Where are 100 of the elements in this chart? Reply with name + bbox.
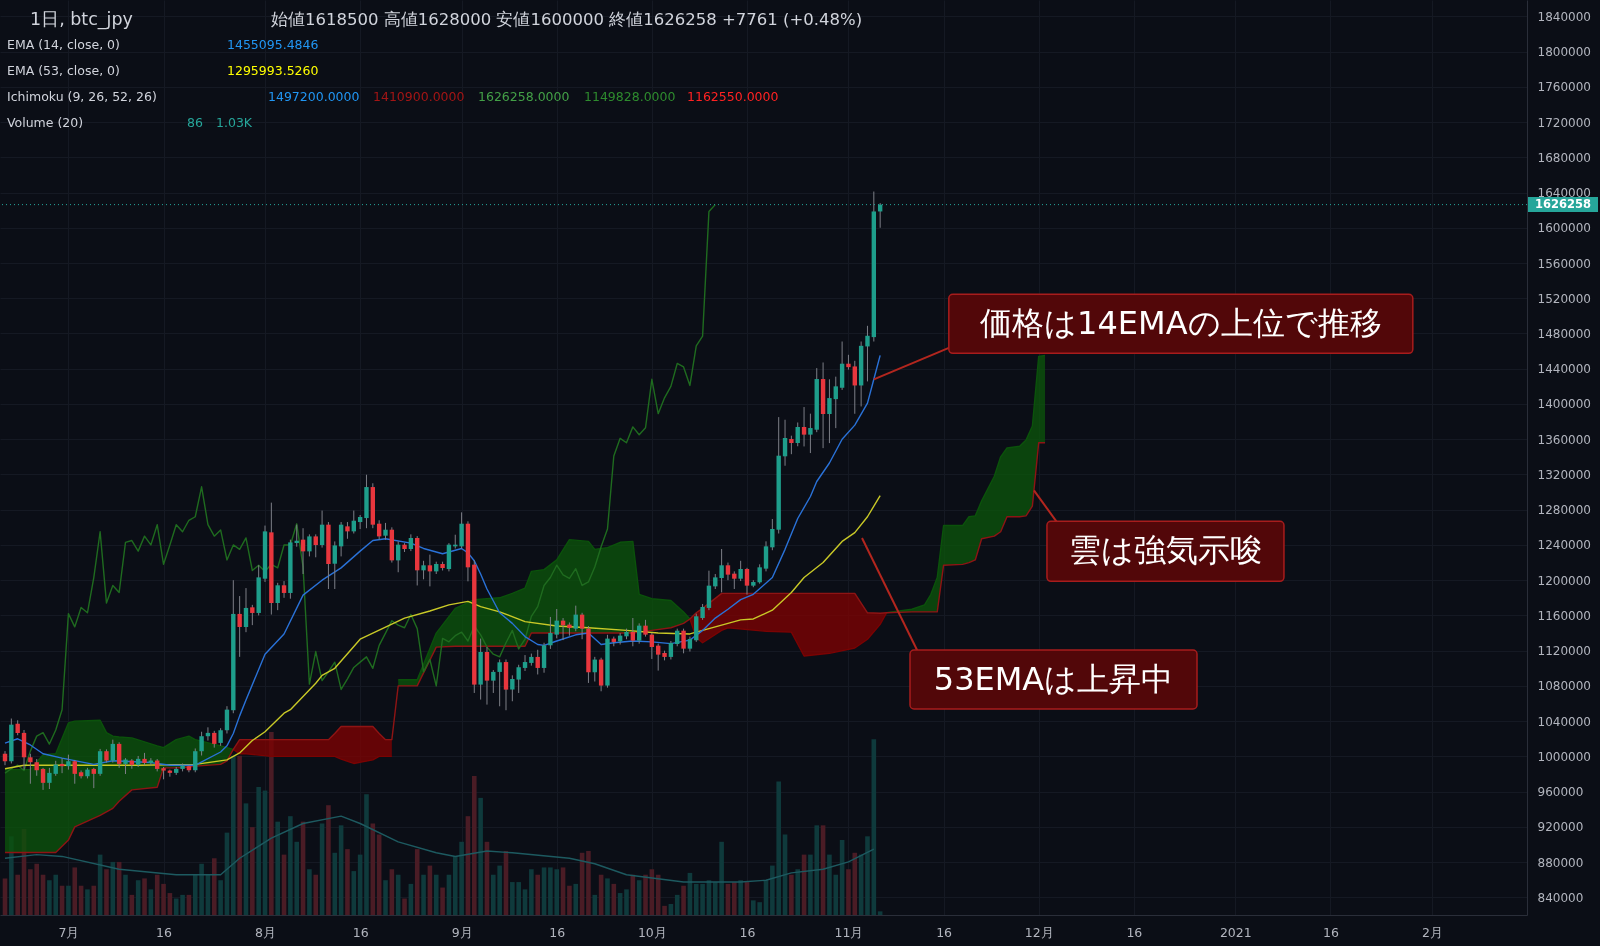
bar [218,880,223,915]
y-tick-label: 1240000 [1537,538,1591,553]
bar [592,894,598,915]
candlestick [522,654,528,672]
candlestick [789,435,794,455]
bar [624,889,629,915]
x-tick-label: 12月 [1024,924,1054,940]
x-tick-label: 2月 [1421,924,1443,940]
x-tick-label: 10月 [637,924,667,940]
annotation: 86 [187,115,203,130]
bar [877,911,883,915]
annotation: 雲は強気示唆 [1068,531,1262,570]
y-tick-label: 1840000 [1537,9,1591,24]
bar [573,883,579,915]
annotation: EMA (14, close, 0) [7,37,120,52]
candlestick [91,767,96,789]
candlestick [801,406,807,447]
candlestick [865,325,870,382]
x-tick-label: 7月 [58,924,80,940]
bar [732,882,737,915]
candlestick [237,595,242,658]
candlestick [459,511,464,549]
y-tick-label: 1560000 [1537,256,1591,271]
bar [345,849,350,915]
candlestick [199,731,204,757]
y-tick-label: 1720000 [1537,115,1591,130]
candlestick [47,767,52,790]
candlestick [313,533,318,558]
y-tick-label: 1440000 [1537,362,1591,377]
bar [535,874,541,915]
bar [91,885,97,915]
x-tick-label: 16 [1322,924,1339,940]
bar [15,874,20,915]
candlestick [281,580,287,599]
candlestick [554,608,559,639]
annotation: 1626258.0000 [478,89,570,104]
candlestick [763,540,769,572]
y-tick-label: 1080000 [1537,679,1591,694]
candlestick [110,739,116,764]
annotation: 1410900.0000 [373,89,465,104]
bar [211,858,217,915]
candlestick [275,582,280,611]
bar [85,889,90,915]
y-tick-label: 1680000 [1537,150,1591,165]
candlestick [833,376,838,429]
candlestick [28,753,33,785]
line-series [4,203,716,774]
bar [865,836,870,915]
annotation: Ichimoku (9, 26, 52, 26) [7,89,157,104]
candlestick [72,759,77,785]
bar [351,871,357,915]
x-tick-label: 2021 [1219,924,1252,940]
bar [269,732,274,915]
y-tick-label: 1760000 [1537,80,1591,95]
bar [231,755,236,915]
bar [567,885,572,915]
candlestick [307,533,312,557]
candlestick [541,642,547,674]
candlestick [491,669,496,694]
candlestick [757,563,762,585]
y-tick-label: 960000 [1537,785,1584,800]
x-tick-label: 16 [936,924,953,940]
annotation: 1.03K [216,115,253,130]
bar [586,850,591,915]
candlestick [827,378,832,444]
candlestick [656,643,661,672]
bar [307,869,312,915]
candlestick [852,360,857,415]
y-tick-label: 1120000 [1537,644,1591,659]
candlestick [497,658,502,707]
candlestick [630,617,636,647]
candlestick [573,605,578,632]
bar [789,874,794,915]
candlestick [250,604,255,626]
bar [66,885,71,915]
candlestick [579,612,585,640]
x-tick-label: 8月 [255,924,276,940]
annotation: 1455095.4846 [227,37,319,52]
bar [237,755,242,915]
bar [643,874,648,915]
annotation: 1497200.0000 [268,89,360,104]
bar [433,874,439,915]
y-tick-label: 1320000 [1537,467,1591,482]
text: 始値1618500 高値1628000 安値1600000 終値1626258 +7761 (+0.48%) [271,10,863,29]
candlestick [738,560,743,582]
candlestick [357,514,363,530]
annotation: 53EMAは上昇中 [933,659,1174,698]
bar [681,885,686,915]
y-tick-label: 1360000 [1537,432,1591,447]
bar [256,786,261,915]
y-tick-label: 1800000 [1537,45,1591,60]
candlestick [719,548,724,593]
x-tick-label: 9月 [451,924,473,940]
annotation: EMA (53, close, 0) [7,63,120,78]
annotation: 1149828.0000 [584,89,676,104]
bar [332,852,338,915]
candlestick [681,628,686,654]
x-tick-label: 16 [156,924,173,940]
candlestick [97,748,103,777]
line-series [4,494,881,770]
